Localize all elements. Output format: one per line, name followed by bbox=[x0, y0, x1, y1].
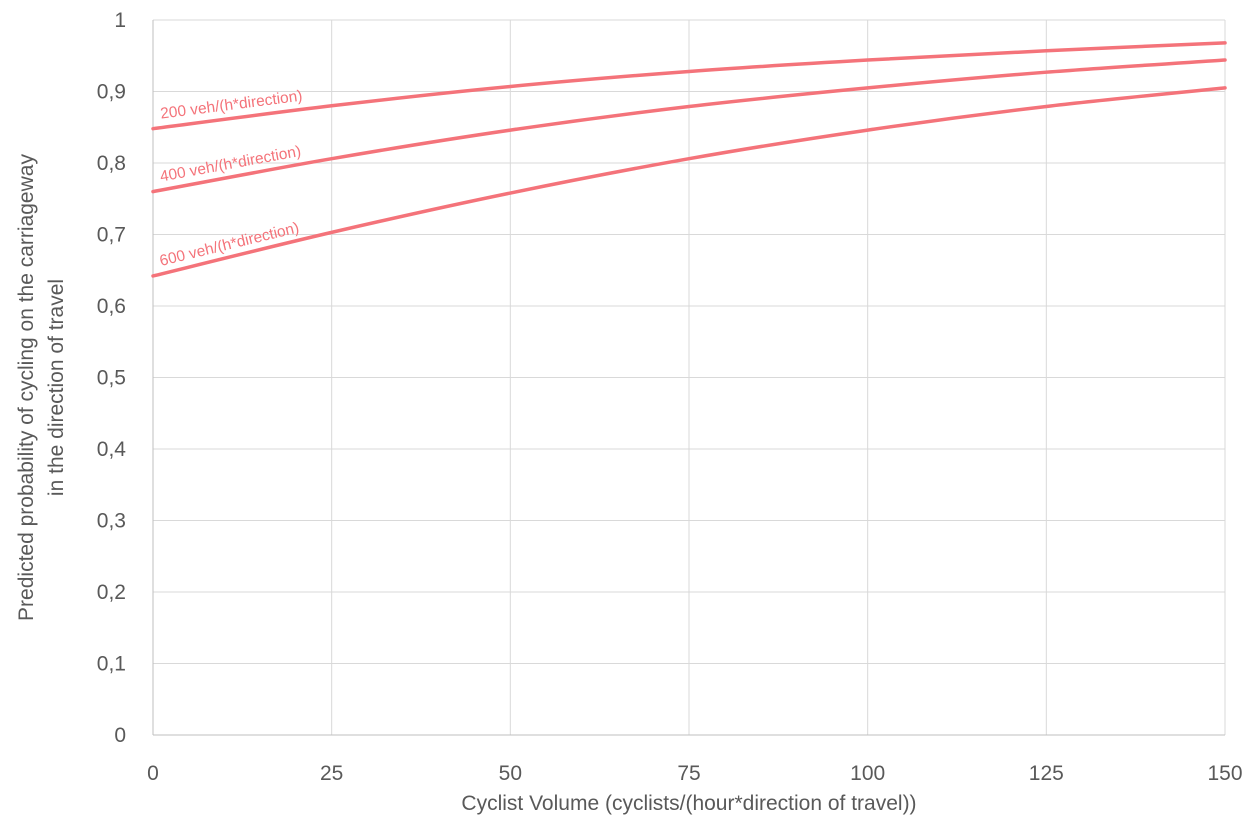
y-tick-label: 0,3 bbox=[97, 510, 126, 533]
x-tick-label: 75 bbox=[677, 762, 700, 785]
y-tick-label: 0,8 bbox=[97, 152, 126, 175]
series-line-3 bbox=[151, 86, 1227, 278]
y-tick-label: 0,9 bbox=[97, 81, 126, 104]
y-tick-label: 1 bbox=[114, 9, 126, 32]
x-tick-label: 125 bbox=[1029, 762, 1064, 785]
x-tick-label: 25 bbox=[320, 762, 343, 785]
series-group bbox=[151, 41, 1227, 278]
x-tick-label: 100 bbox=[850, 762, 885, 785]
axes: 0 0,1 0,2 0,3 0,4 0,5 0,6 0,7 0,8 0,9 1 0 25 50 75 100 1… bbox=[97, 9, 1243, 785]
x-tick-label: 50 bbox=[499, 762, 522, 785]
y-tick-label: 0,2 bbox=[97, 581, 126, 604]
grid bbox=[153, 19, 1226, 735]
y-tick-label: 0,1 bbox=[97, 653, 126, 676]
y-tick-label: 0,6 bbox=[97, 295, 126, 318]
y-axis-title-line-1: Predicted probability of cycling on the … bbox=[15, 154, 38, 621]
series-line-1 bbox=[151, 41, 1227, 131]
y-axis-title-line-2: in the direction of travel bbox=[45, 279, 68, 496]
y-tick-label: 0,7 bbox=[97, 224, 126, 247]
y-tick-label: 0 bbox=[114, 724, 126, 747]
y-tick-label: 0,5 bbox=[97, 367, 126, 390]
x-tick-label: 0 bbox=[147, 762, 159, 785]
x-tick-label: 150 bbox=[1207, 762, 1242, 785]
y-tick-label: 0,4 bbox=[97, 438, 127, 461]
x-axis-title: Cyclist Volume (cyclists/(hour*direction… bbox=[461, 792, 916, 815]
series-label-2: 400 veh/(h*direction) bbox=[159, 143, 303, 186]
series-line-2 bbox=[151, 58, 1227, 194]
